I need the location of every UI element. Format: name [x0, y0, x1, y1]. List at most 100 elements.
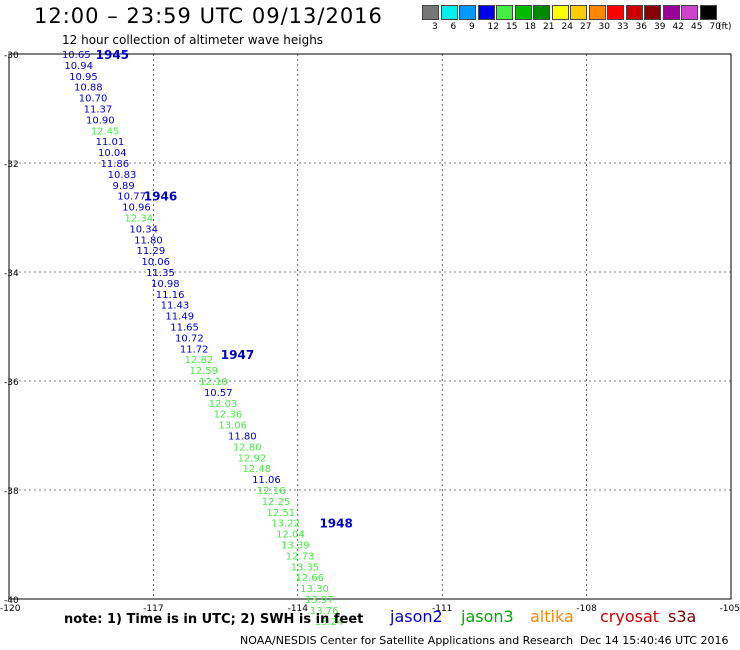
swh-label: 10.98 [151, 279, 180, 290]
pass-labels: 1945 1946 1947 1948 [96, 48, 353, 531]
swh-label: 13.30 [300, 584, 329, 595]
swh-label: 11.72 [180, 344, 209, 355]
swh-label: 12.92 [238, 453, 267, 464]
legend-swatch [514, 5, 532, 20]
swh-label: 10.90 [86, 115, 115, 126]
map-grid [9, 54, 731, 599]
lat-tick-label: -38 [4, 487, 19, 497]
swh-label: 11.43 [161, 301, 190, 312]
swh-label: 12.04 [276, 530, 305, 541]
swh-label: 10.06 [141, 257, 170, 268]
swh-label: 11.80 [228, 432, 257, 443]
swh-label: 10.70 [79, 94, 108, 105]
swh-label: 13.97 [305, 595, 334, 606]
lon-tick-label: -117 [143, 604, 163, 614]
swh-label: 12.66 [295, 573, 324, 584]
swh-label: 10.34 [129, 224, 158, 235]
swh-label: 11.80 [134, 235, 163, 246]
swh-label: 12.25 [262, 497, 291, 508]
footnote: note: 1) Time is in UTC; 2) SWH is in fe… [64, 612, 364, 627]
legend-swatch [681, 5, 698, 20]
swh-label: 9.89 [112, 181, 134, 192]
swh-label: 13.76 [310, 606, 339, 617]
map-frame [8, 53, 732, 600]
swh-label: 10.57 [204, 388, 233, 399]
legend-unit: (ft) [718, 22, 732, 32]
lon-tick-label: -114 [288, 604, 309, 614]
legend-swatch [625, 5, 643, 20]
legend-swatch [588, 5, 606, 20]
swh-label: 12.82 [185, 355, 214, 366]
legend-s3a: s3a [668, 607, 697, 626]
swh-label: 12.80 [233, 442, 262, 453]
swh-label: 12.51 [267, 508, 296, 519]
legend-swatch [496, 5, 513, 20]
swh-label: 11.16 [156, 290, 185, 301]
swh-label: 11.35 [146, 268, 175, 279]
legend-bin-label: 39 [654, 22, 666, 32]
legend-swatch [459, 5, 476, 20]
lat-tick-label: -30 [4, 51, 19, 61]
swh-label: 10.96 [122, 203, 151, 214]
swh-label: 10.65 [62, 50, 91, 61]
legend-jason3: jason3 [461, 607, 514, 626]
timestamp: Dec 14 15:40:46 UTC 2016 [580, 634, 729, 647]
pass-id-label: 1946 [144, 190, 177, 204]
swh-label: 12.10 [199, 377, 228, 388]
legend-swatch [662, 5, 680, 20]
legend-bin-label: 12 [487, 22, 499, 32]
swh-label: 12.34 [125, 214, 154, 225]
swh-label: 10.94 [64, 61, 93, 72]
legend-swatch [699, 5, 717, 20]
swh-label: 11.06 [252, 475, 281, 486]
swh-label: 11.29 [137, 246, 166, 257]
swh-label: 11.86 [100, 159, 129, 170]
swh-label: 10.72 [175, 333, 204, 344]
swh-label: 12.03 [209, 399, 238, 410]
lat-tick-label: -40 [4, 596, 19, 606]
legend-bin-label: 45 [691, 22, 703, 32]
swh-label: 12.59 [190, 366, 219, 377]
legend-cryosat: cryosat [600, 607, 660, 626]
legend-swatch [551, 5, 569, 20]
legend-swatch [440, 5, 458, 20]
swh-label: 12.36 [214, 410, 243, 421]
legend-jason2: jason2 [390, 607, 443, 626]
legend-swatch [644, 5, 661, 20]
swh-label: 10.04 [98, 148, 127, 159]
legend-bin-label: 18 [524, 22, 536, 32]
swh-label: 10.83 [108, 170, 137, 181]
swh-label: 11.37 [84, 105, 113, 116]
swh-label: 13.39 [281, 541, 310, 552]
legend-bin-label: 15 [506, 22, 518, 32]
map-border [8, 53, 732, 600]
swh-label: 12.48 [242, 464, 271, 475]
swh-label: 11.65 [170, 323, 199, 334]
lat-tick-label: -34 [4, 269, 19, 279]
legend-bin-label: 33 [617, 22, 629, 32]
legend-bin-label: 30 [598, 22, 610, 32]
axis-ticks: -30 -32 -34 -36 -38 -40-120 -117 -114 -111 -108 -1… [0, 51, 740, 614]
swh-label: 11.01 [96, 137, 125, 148]
legend-bin-label: 3 [432, 22, 438, 32]
swh-label: 13.22 [271, 519, 300, 530]
legend-bin-label: 42 [672, 22, 684, 32]
legend-swatch [477, 5, 495, 20]
legend-bin-label: 24 [561, 22, 573, 32]
pass-id-label: 1945 [96, 48, 129, 62]
legend-bin-label: 70 [709, 22, 721, 32]
legend-swatch [607, 5, 624, 20]
lat-tick-label: -36 [4, 378, 19, 388]
lon-tick-label: -105 [720, 604, 740, 614]
swh-label: 10.77 [117, 192, 146, 203]
swh-label: 10.95 [69, 72, 98, 83]
swh-label: 12.16 [257, 486, 286, 497]
lat-tick-label: -32 [4, 160, 19, 170]
legend-bin-label: 27 [580, 22, 592, 32]
swh-label: 10.88 [74, 83, 103, 94]
legend-bin-label: 9 [469, 22, 475, 32]
swh-label: 12.45 [91, 126, 120, 137]
lon-tick-label: -108 [576, 604, 597, 614]
credit-line: NOAA/NESDIS Center for Satellite Applica… [240, 634, 574, 647]
